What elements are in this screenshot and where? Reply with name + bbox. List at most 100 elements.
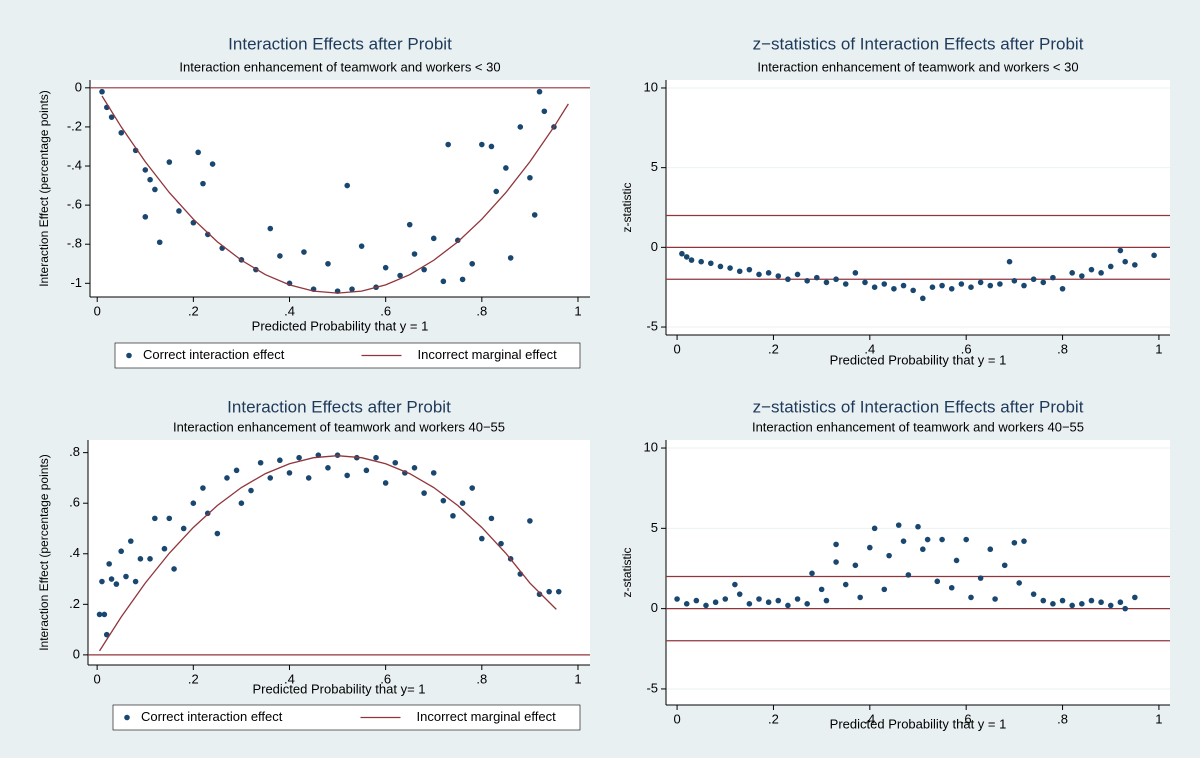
point: [421, 490, 427, 496]
point: [430, 470, 437, 476]
plot-area: [666, 440, 1170, 705]
point: [1040, 597, 1047, 604]
point: [392, 459, 399, 466]
point: [905, 572, 912, 578]
x-tick-label: .8: [1057, 341, 1068, 356]
x-tick-label: .4: [864, 711, 875, 726]
y-tick-label: -.6: [67, 197, 82, 212]
point: [804, 278, 810, 284]
chart-title: Interaction Effects after Probit: [228, 34, 452, 53]
point: [498, 540, 504, 547]
point: [108, 576, 115, 582]
point: [1030, 591, 1037, 597]
point: [1117, 247, 1124, 254]
point: [358, 243, 365, 249]
chart-subtitle: Interaction enhancement of teamwork and …: [752, 419, 1084, 434]
point: [920, 295, 926, 302]
x-tick-label: .2: [768, 711, 779, 726]
point: [479, 535, 485, 542]
point: [804, 601, 810, 607]
point: [118, 129, 125, 136]
point: [503, 165, 509, 171]
point: [1059, 597, 1066, 604]
point: [1098, 599, 1104, 606]
point: [445, 141, 451, 148]
y-tick-label: 0: [651, 239, 658, 254]
point: [1011, 278, 1018, 284]
point: [785, 276, 791, 283]
point: [204, 231, 211, 238]
point: [746, 601, 753, 607]
point: [305, 475, 312, 481]
point: [992, 596, 998, 602]
x-tick-label: 1: [574, 671, 581, 686]
legend-label: Incorrect marginal effect: [417, 709, 557, 724]
point: [746, 266, 753, 273]
point: [857, 594, 863, 601]
point: [977, 575, 984, 581]
point: [891, 285, 897, 292]
point: [176, 208, 182, 214]
y-tick-label: 10: [644, 79, 658, 94]
point: [200, 485, 206, 491]
point: [736, 268, 743, 275]
point: [101, 611, 108, 618]
y-tick-label: -5: [646, 680, 658, 695]
point: [195, 149, 201, 156]
y-tick-label: -1: [70, 275, 82, 290]
legend-marker: [126, 352, 132, 359]
point: [929, 284, 936, 290]
point: [99, 88, 105, 95]
x-tick-label: .8: [476, 671, 487, 686]
point: [823, 279, 830, 286]
point: [953, 557, 960, 564]
point: [546, 588, 552, 595]
point: [1122, 605, 1128, 612]
y-tick-label: -.4: [67, 157, 82, 172]
point: [248, 487, 254, 494]
point: [479, 141, 485, 148]
point: [541, 108, 548, 115]
point: [785, 602, 791, 609]
point: [127, 538, 134, 544]
point: [1098, 270, 1104, 276]
point: [852, 270, 859, 276]
point: [833, 559, 839, 565]
point: [674, 596, 680, 602]
point: [344, 472, 350, 479]
point: [267, 225, 274, 232]
point: [1006, 258, 1013, 265]
point: [775, 597, 782, 604]
y-tick-label: 10: [644, 439, 658, 454]
x-axis-title: Predicted Probability that y= 1: [252, 681, 425, 696]
point: [900, 282, 907, 289]
point: [349, 286, 355, 292]
legend-label: Correct interaction effect: [141, 709, 283, 724]
x-tick-label: .2: [188, 671, 199, 686]
point: [406, 221, 413, 228]
point: [736, 591, 743, 597]
y-tick-label: -.2: [67, 118, 82, 133]
y-tick-label: .2: [69, 596, 80, 611]
x-tick-label: .6: [961, 341, 972, 356]
point: [450, 513, 456, 519]
point: [277, 253, 283, 259]
point: [900, 538, 907, 544]
point: [96, 611, 103, 618]
point: [823, 597, 830, 604]
point: [267, 475, 274, 481]
point: [968, 284, 974, 290]
point: [440, 497, 447, 504]
point: [842, 581, 849, 588]
y-tick-label: -5: [646, 318, 658, 333]
point: [1122, 258, 1128, 265]
point: [180, 525, 187, 532]
point: [1050, 601, 1056, 607]
chart-subtitle: Interaction enhancement of teamwork and …: [179, 59, 500, 74]
point: [1040, 279, 1047, 286]
y-axis-title: z-statistic: [620, 182, 634, 232]
point: [454, 237, 461, 244]
point: [1088, 266, 1095, 273]
x-axis-title: Predicted Probability that y = 1: [830, 352, 1007, 367]
point: [527, 518, 533, 524]
